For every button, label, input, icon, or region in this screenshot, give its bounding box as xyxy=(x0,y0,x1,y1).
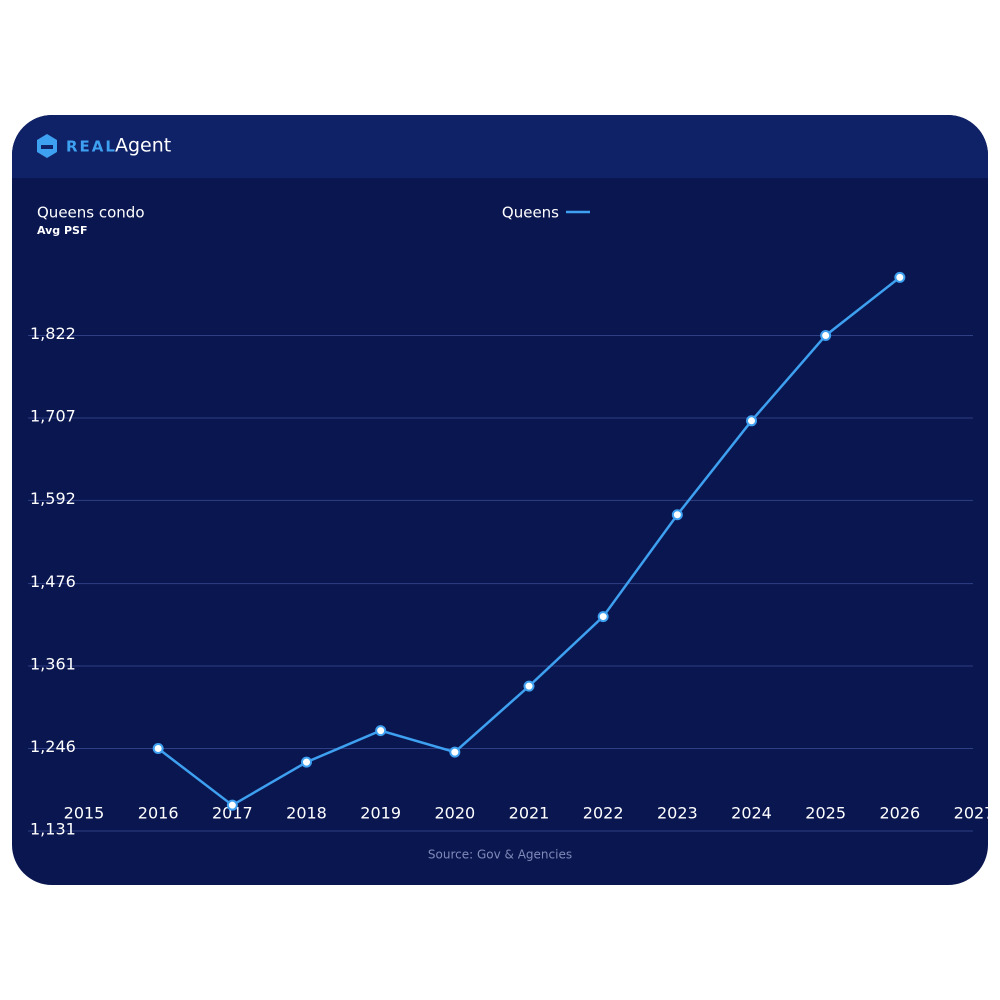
point xyxy=(746,415,757,427)
x-tick-label: 2026 xyxy=(879,804,920,823)
x-tick-label: 2024 xyxy=(731,804,772,823)
y-tick-label: 1,822 xyxy=(30,324,76,343)
x-tick-label: 2020 xyxy=(434,804,475,823)
source: Source: Gov & Agencies xyxy=(428,848,572,862)
y-tick-label: 1,246 xyxy=(30,737,76,756)
plot: 1,131 1,246 1,361 1,476 1,592 1,707 1,822 2015 2… xyxy=(28,271,995,839)
point xyxy=(597,611,609,623)
x-tick-label: 2025 xyxy=(805,804,846,823)
y-tick-label: 1,131 xyxy=(30,820,76,839)
y-tick-label: 1,361 xyxy=(30,655,76,674)
point xyxy=(301,756,312,768)
point xyxy=(375,725,387,737)
point xyxy=(894,271,906,283)
chart-subtitle: Avg PSF xyxy=(37,224,88,237)
point xyxy=(152,743,164,755)
point xyxy=(820,329,832,341)
point xyxy=(671,509,683,521)
point xyxy=(226,799,238,811)
x-tick-label: 2019 xyxy=(360,804,401,823)
y-tick-label: 1,592 xyxy=(30,489,76,508)
chart-title: Queens condo xyxy=(37,204,145,222)
y-tick-label: 1,476 xyxy=(30,572,76,591)
legend-label: Queens xyxy=(502,204,559,222)
x-tick-label: 2027 xyxy=(954,804,995,823)
x-tick-label: 2016 xyxy=(138,804,179,823)
point xyxy=(449,746,461,758)
x-tick-label: 2021 xyxy=(509,804,550,823)
card: 1,131 1,246 1,361 1,476 1,592 1,707 1,822 2015 2… xyxy=(12,115,995,885)
x-tick-label: 2015 xyxy=(64,804,105,823)
logo-real: REAL xyxy=(66,138,117,156)
header-bg xyxy=(12,115,988,178)
y-tick-label: 1,707 xyxy=(30,406,76,425)
logo-agent: Agent xyxy=(115,135,171,157)
point xyxy=(523,680,535,692)
x-tick-label: 2022 xyxy=(583,804,624,823)
logo-icon-cut xyxy=(41,145,53,149)
x-tick-label: 2023 xyxy=(657,804,698,823)
x-tick-label: 2018 xyxy=(286,804,327,823)
x-tick-label: 2017 xyxy=(212,804,253,823)
